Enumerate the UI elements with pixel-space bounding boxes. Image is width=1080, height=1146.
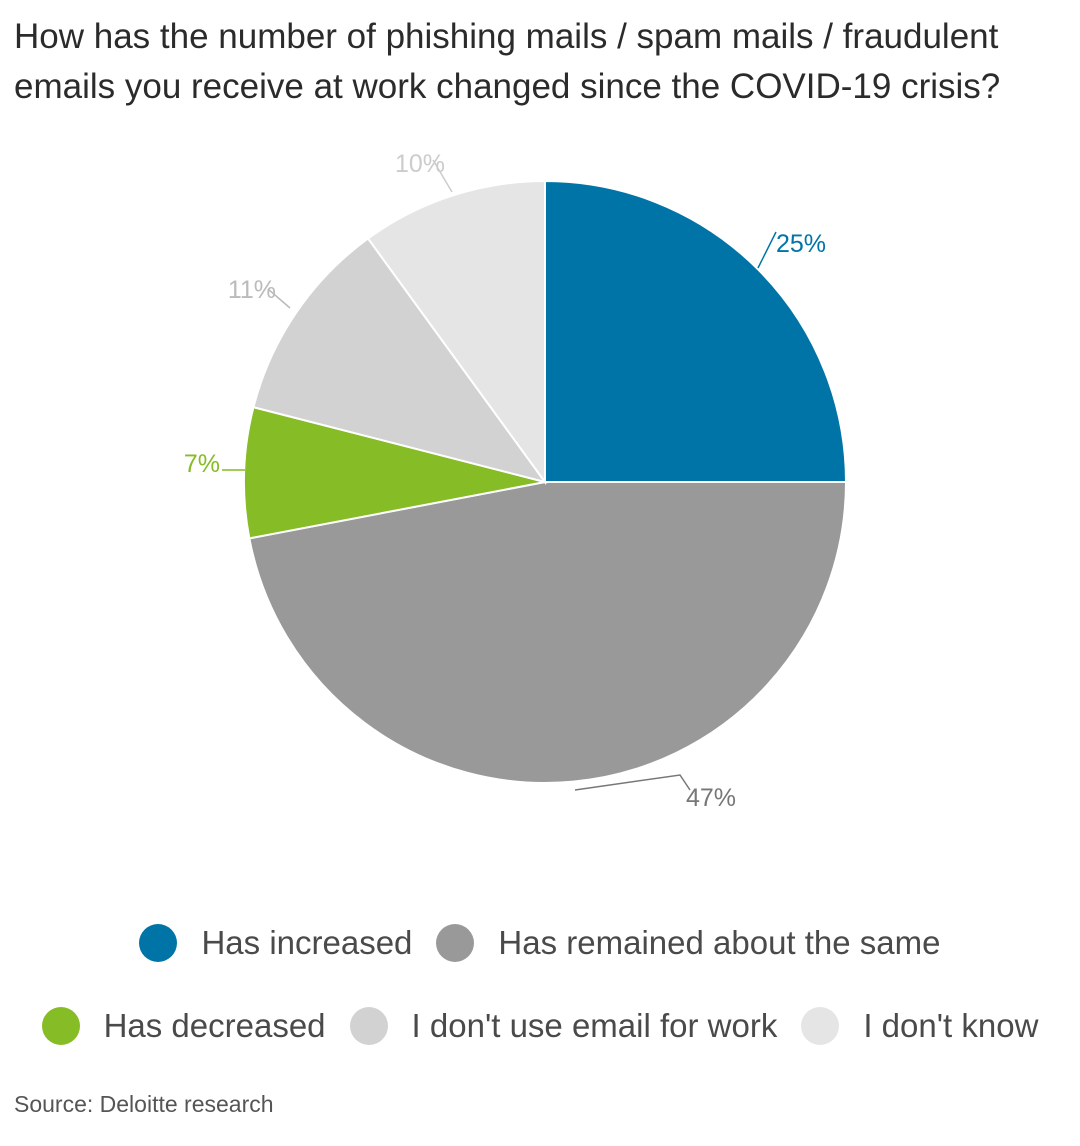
legend-label-dont-know: I don't know xyxy=(863,1007,1039,1044)
data-label-i-don-t-use-email-for-work: 11% xyxy=(228,276,276,304)
data-label-has-increased: 25% xyxy=(776,230,826,258)
legend-item-has-decreased[interactable]: Has decreased xyxy=(41,1003,326,1049)
leader-line-i-don-t-know xyxy=(432,159,453,193)
pie-slice-i-don-t-know[interactable] xyxy=(366,179,546,486)
legend-item-dont-know[interactable]: I don't know xyxy=(801,1003,1038,1049)
data-label-i-don-t-know: 10% xyxy=(395,150,445,178)
chart-title: How has the number of phishing mails / s… xyxy=(14,12,1064,112)
legend-swatch-has-remained xyxy=(436,924,475,962)
legend-label-no-email: I don't use email for work xyxy=(411,1007,778,1044)
source-note: Source: Deloitte research xyxy=(14,1091,274,1117)
pie-leader-lines xyxy=(222,159,777,791)
legend-label-has-remained: Has remained about the same xyxy=(498,924,941,961)
pie-slices xyxy=(243,179,848,784)
pie-slice-has-remained-about-the-same[interactable] xyxy=(248,481,848,784)
pie-chart: 25% 47% 7% 11% 10% xyxy=(184,150,848,812)
leader-line-i-don-t-use-email-for-work xyxy=(267,288,291,309)
chart-title-line-1: How has the number of phishing mails / s… xyxy=(14,17,999,56)
legend-row-2: Has decreased I don't use email for work… xyxy=(0,1003,1080,1049)
pie-slice-has-decreased[interactable] xyxy=(243,405,546,540)
legend-label-has-decreased: Has decreased xyxy=(103,1007,326,1044)
pie-slice-i-don-t-use-email-for-work[interactable] xyxy=(252,237,548,484)
legend-item-has-increased[interactable]: Has increased xyxy=(139,920,412,966)
data-label-has-decreased: 7% xyxy=(184,450,220,478)
legend-row-1: Has increased Has remained about the sam… xyxy=(0,920,1080,966)
legend-item-no-email[interactable]: I don't use email for work xyxy=(349,1003,778,1049)
leader-line-has-increased xyxy=(757,231,777,269)
pie-slice-has-increased[interactable] xyxy=(544,179,848,483)
data-label-has-remained-about-the-same: 47% xyxy=(686,784,736,812)
legend-swatch-has-increased xyxy=(139,924,178,962)
legend-label-has-increased: Has increased xyxy=(201,924,413,961)
legend-swatch-has-decreased xyxy=(41,1007,80,1045)
chart-title-line-2: emails you receive at work changed since… xyxy=(14,67,1001,106)
legend-swatch-dont-know xyxy=(801,1007,840,1045)
leader-line-has-remained-about-the-same xyxy=(574,774,691,791)
legend-item-has-remained[interactable]: Has remained about the same xyxy=(436,920,941,966)
pie-data-labels: 25% 47% 7% 11% 10% xyxy=(184,150,826,812)
legend-swatch-no-email xyxy=(349,1007,388,1045)
